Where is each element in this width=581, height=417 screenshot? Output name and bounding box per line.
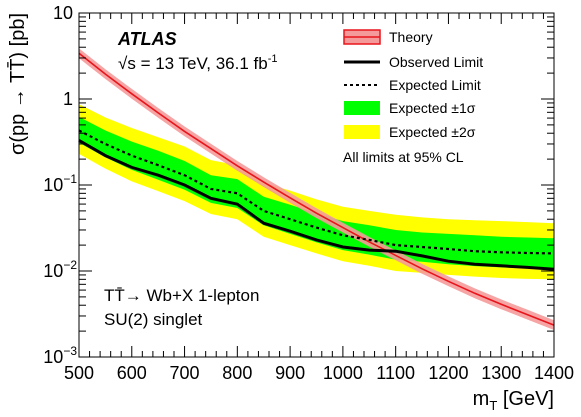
energy-sup: -1 xyxy=(268,53,278,65)
x-tick-label: 500 xyxy=(64,363,94,383)
x-tick-label: 1400 xyxy=(534,363,574,383)
y-tick-label: 10 xyxy=(53,3,73,23)
tick-labels: 500 600 700 800 900 1000 1100 1200 1300 140010−31… xyxy=(43,3,574,383)
x-tick-label: 1100 xyxy=(376,363,415,383)
model-label: SU(2) singlet xyxy=(104,310,203,329)
energy-label: √s = 13 TeV, 36.1 fb-1 xyxy=(118,53,278,73)
ticks xyxy=(78,12,555,358)
y-tick-base: 10 xyxy=(53,3,73,23)
y-tick-label: 10−2 xyxy=(43,258,77,281)
legend-1sigma-swatch xyxy=(344,101,380,115)
legend: Theory Observed Limit Expected Limit Exp… xyxy=(343,29,483,165)
y-tick-base: 1 xyxy=(63,89,73,109)
atlas-label: ATLAS xyxy=(117,29,177,49)
y-tick-exp: −2 xyxy=(63,258,77,272)
energy-text: s = 13 TeV, 36.1 fb xyxy=(127,54,267,73)
x-tick-label: 700 xyxy=(170,363,200,383)
expected-limit-line xyxy=(78,129,555,255)
theory-band xyxy=(79,48,554,331)
x-tick-label: 1300 xyxy=(481,363,521,383)
y-tick-label: 10−1 xyxy=(43,172,77,195)
legend-observed-label: Observed Limit xyxy=(389,54,483,70)
legend-2sigma-swatch xyxy=(344,125,380,139)
legend-1sigma-label: Expected ±1σ xyxy=(389,100,476,116)
y-tick-label: 1 xyxy=(63,89,73,109)
x-axis-label-rest: [GeV] xyxy=(497,388,554,410)
y-axis-label: σ(pp → TT̄) [pb] xyxy=(6,13,29,155)
y-tick-exp: −1 xyxy=(63,172,77,186)
lines xyxy=(78,48,555,331)
x-tick-label: 900 xyxy=(275,363,305,383)
y-tick-label: 10−3 xyxy=(43,344,77,367)
legend-theory-label: Theory xyxy=(389,29,433,45)
x-axis-label: mT [GeV] xyxy=(473,388,554,413)
y-tick-exp: −3 xyxy=(63,344,77,358)
x-axis-label-sub: T xyxy=(489,398,497,413)
x-tick-label: 800 xyxy=(222,363,252,383)
legend-2sigma-label: Expected ±2σ xyxy=(389,124,476,140)
legend-note: All limits at 95% CL xyxy=(343,149,464,165)
observed-limit-line xyxy=(78,139,555,271)
bands xyxy=(79,104,554,280)
x-tick-label: 600 xyxy=(117,363,147,383)
theory-line xyxy=(78,52,555,326)
y-tick-base: 10 xyxy=(43,261,63,281)
x-tick-label: 1000 xyxy=(323,363,363,383)
y-tick-base: 10 xyxy=(43,175,63,195)
y-tick-base: 10 xyxy=(43,347,63,367)
x-tick-label: 1200 xyxy=(428,363,468,383)
process-label: TT̄→ Wb+X 1-lepton xyxy=(104,286,259,305)
legend-expected-label: Expected Limit xyxy=(389,77,481,93)
